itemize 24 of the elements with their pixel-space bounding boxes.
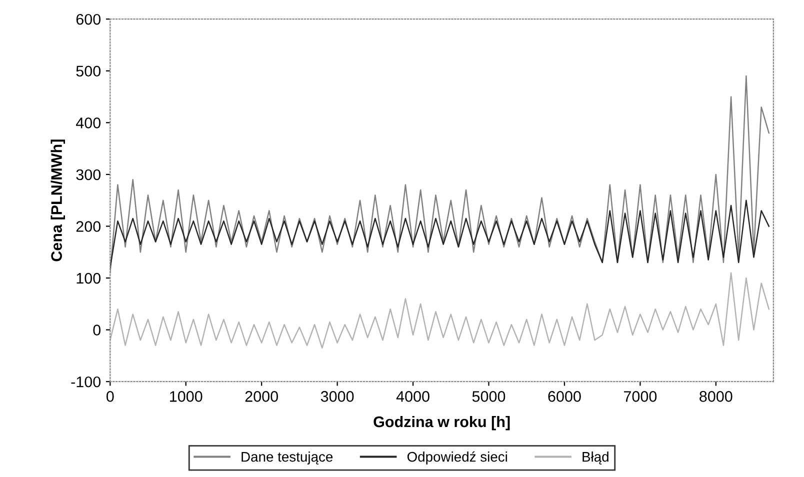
x-tick-label: 4000 xyxy=(396,391,430,402)
y-tick-label: 100 xyxy=(76,272,101,284)
x-tick-label: 6000 xyxy=(548,391,581,402)
x-tick-label: 8000 xyxy=(700,391,732,402)
x-tick-label: 0 xyxy=(106,391,114,402)
y-tick-label: 300 xyxy=(76,169,101,180)
x-axis-title: Godzina w roku [h] xyxy=(374,416,510,430)
x-tick-label: 1000 xyxy=(170,391,202,402)
x-tick-label: 3000 xyxy=(320,391,354,402)
x-tick-label: 5000 xyxy=(472,391,506,402)
y-tick-label: 500 xyxy=(76,66,101,77)
x-tick-label: 7000 xyxy=(624,391,657,402)
legend-label: Odpowiedź sieci xyxy=(407,451,507,464)
y-tick-label: 600 xyxy=(76,14,101,25)
y-tick-label: 400 xyxy=(76,118,101,128)
y-tick-label: 200 xyxy=(76,221,101,232)
line-series xyxy=(110,200,770,268)
y-axis-title: Cena [PLN/MWh] xyxy=(50,140,65,262)
legend-label: Błąd xyxy=(582,452,608,464)
y-tick-label: -100 xyxy=(71,376,101,388)
line-series xyxy=(110,272,770,349)
legend-label: Dane testujące xyxy=(242,452,333,464)
x-tick-label: 2000 xyxy=(245,391,278,402)
y-tick-label: 0 xyxy=(93,324,101,336)
